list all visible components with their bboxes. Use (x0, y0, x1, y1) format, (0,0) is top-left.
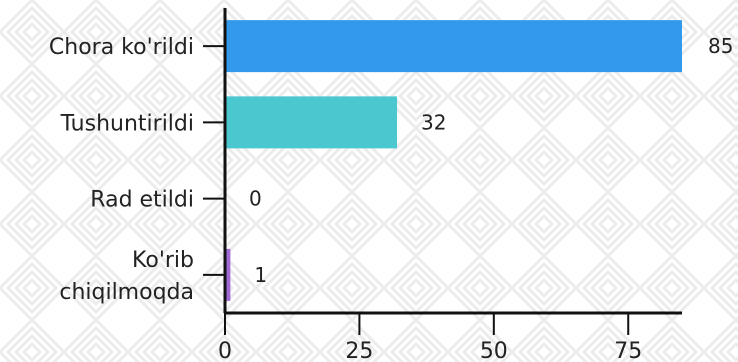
category-label-rad-etildi: Rad etildi (90, 188, 194, 213)
x-tick-label-75: 75 (614, 339, 642, 362)
category-label-ko-rib-chiqilmoqda: Ko'rib chiqilmoqda (59, 248, 194, 305)
value-label-rad-etildi: 0 (249, 187, 262, 211)
bar-chora-ko-rildi (225, 20, 682, 73)
x-tick-label-25: 25 (345, 339, 373, 362)
x-tick-label-50: 50 (480, 339, 508, 362)
category-label-chora-ko-rildi: Chora ko'rildi (49, 35, 194, 60)
x-tick-label-0: 0 (218, 339, 232, 362)
category-label-tushuntirildi: Tushuntirildi (60, 111, 194, 136)
bar-ko-rib-chiqilmoqda (225, 248, 231, 301)
bar-tushuntirildi (225, 96, 398, 149)
value-label-chora-ko-rildi: 85 (708, 34, 733, 58)
value-label-ko-rib-chiqilmoqda: 1 (254, 263, 267, 287)
value-label-tushuntirildi: 32 (421, 110, 446, 134)
